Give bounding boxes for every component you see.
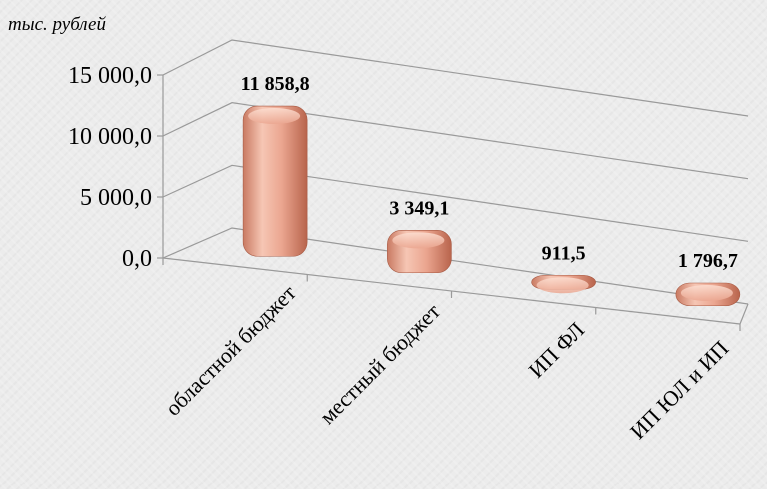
bar bbox=[387, 230, 452, 274]
data-label: 911,5 bbox=[542, 242, 586, 264]
unit-label: тыс. рублей bbox=[8, 14, 106, 35]
gridline bbox=[162, 164, 749, 242]
bar-cap bbox=[536, 277, 589, 294]
y-tick-label: 5 000,0 bbox=[80, 185, 152, 211]
axes bbox=[157, 74, 749, 331]
x-tick-label: ИП ФЛ bbox=[523, 317, 589, 383]
bars bbox=[242, 105, 741, 307]
x-tick-label: областной бюджет bbox=[160, 280, 301, 421]
gridline bbox=[162, 39, 749, 117]
bar-cap bbox=[248, 108, 301, 125]
y-tick-label: 0,0 bbox=[122, 246, 152, 272]
data-label: 1 796,7 bbox=[678, 250, 738, 272]
bar bbox=[242, 105, 308, 257]
bar bbox=[531, 274, 596, 294]
bar-cap bbox=[680, 284, 733, 301]
y-tick-label: 10 000,0 bbox=[68, 124, 152, 150]
floor-edge bbox=[739, 303, 749, 325]
x-tick-label: местный бюджет bbox=[314, 298, 445, 429]
bar bbox=[675, 282, 741, 307]
bar-body bbox=[242, 105, 308, 257]
data-label: 3 349,1 bbox=[389, 197, 449, 219]
y-tick-label: 15 000,0 bbox=[68, 63, 152, 89]
gridline bbox=[162, 102, 749, 180]
x-tick-label: ИП ЮЛ и ИП bbox=[625, 336, 733, 444]
bar-cap bbox=[392, 232, 445, 249]
data-label: 11 858,8 bbox=[241, 73, 310, 95]
